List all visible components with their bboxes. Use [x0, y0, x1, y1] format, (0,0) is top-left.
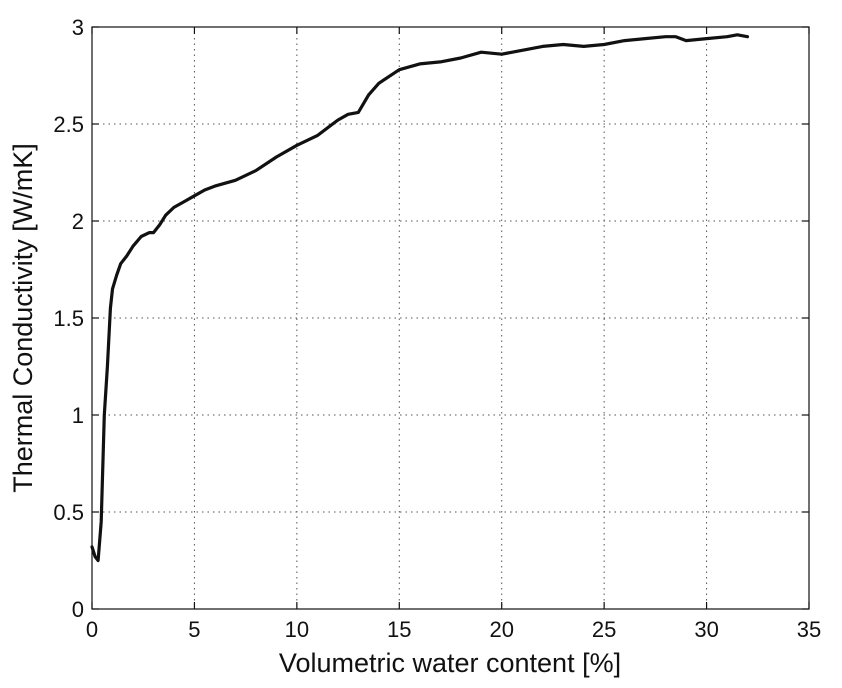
y-tick-labels: 0 0.5 1 1.5 2 2.5 3	[53, 15, 84, 622]
y-axis-label: Thermal Conductivity [W/mK]	[8, 143, 38, 493]
x-tick-labels: 0 5 10 15 20 25 30 35	[86, 617, 821, 642]
y-tick-label: 0	[72, 597, 84, 622]
x-tick-label: 25	[592, 617, 616, 642]
y-tick-label: 0.5	[53, 500, 84, 525]
y-tick-label: 3	[72, 15, 84, 40]
x-tick-label: 30	[694, 617, 718, 642]
series-line	[90, 33, 750, 563]
x-tick-label: 5	[188, 617, 200, 642]
x-tick-label: 10	[285, 617, 309, 642]
x-tick-label: 20	[489, 617, 513, 642]
x-tick-label: 35	[797, 617, 821, 642]
y-tick-label: 1.5	[53, 306, 84, 331]
axis-ticks	[91, 26, 810, 610]
series-layer	[90, 33, 750, 563]
x-axis-label: Volumetric water content [%]	[279, 648, 621, 678]
x-tick-label: 15	[387, 617, 411, 642]
y-tick-label: 2	[72, 209, 84, 234]
grid-lines	[92, 27, 809, 609]
y-tick-label: 2.5	[53, 112, 84, 137]
x-tick-label: 0	[86, 617, 98, 642]
y-tick-label: 1	[72, 403, 84, 428]
